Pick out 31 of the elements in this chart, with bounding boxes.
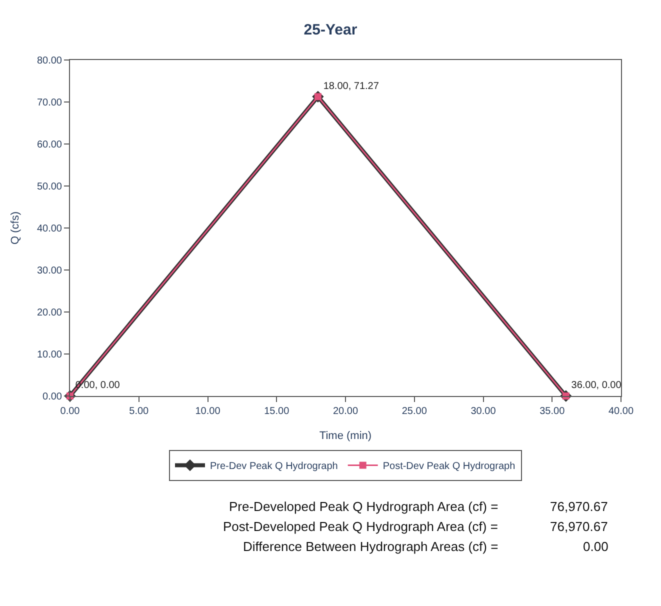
text: 76,970.67	[550, 499, 608, 514]
y-tick-label: 70.00	[36, 98, 62, 108]
x-tick-label: 0.00	[60, 406, 80, 417]
y-tick-label: 80.00	[36, 56, 62, 66]
y-tick-label: 10.00	[36, 350, 62, 360]
legend-label: Post-Dev Peak Q Hydrograph	[382, 461, 516, 472]
y-tick-label: 60.00	[36, 140, 62, 150]
data-label: 18.00, 71.27	[323, 80, 380, 92]
x-tick-label: 20.00	[332, 406, 358, 417]
y-tick-label: 50.00	[36, 182, 62, 192]
y-tick-label: 30.00	[36, 266, 62, 276]
chart-title: 25-Year	[304, 22, 358, 39]
x-tick-label: 40.00	[608, 406, 634, 417]
text: Difference Between Hydrograph Areas (cf) =	[243, 539, 498, 554]
data-label: 36.00, 0.00	[571, 380, 622, 392]
x-tick-label: 15.00	[264, 406, 290, 417]
text: 0.00	[583, 539, 608, 554]
y-axis-title: Q (cfs)	[10, 212, 22, 244]
x-tick-label: 35.00	[540, 406, 566, 417]
text: Post-Developed Peak Q Hydrograph Area (cf) =	[223, 519, 498, 534]
y-tick-label: 20.00	[36, 308, 62, 318]
legend-label: Pre-Dev Peak Q Hydrograph	[210, 461, 338, 472]
x-tick-label: 10.00	[195, 406, 221, 417]
x-axis-title: Time (min)	[319, 430, 372, 442]
x-tick-label: 5.00	[129, 406, 150, 417]
text: Pre-Developed Peak Q Hydrograph Area (cf) =	[229, 499, 498, 514]
x-tick-label: 30.00	[470, 406, 496, 417]
x-tick-label: 25.00	[402, 406, 428, 417]
text: 76,970.67	[550, 519, 608, 534]
y-tick-label: 0.00	[42, 392, 62, 402]
y-tick-label: 40.00	[36, 224, 62, 234]
